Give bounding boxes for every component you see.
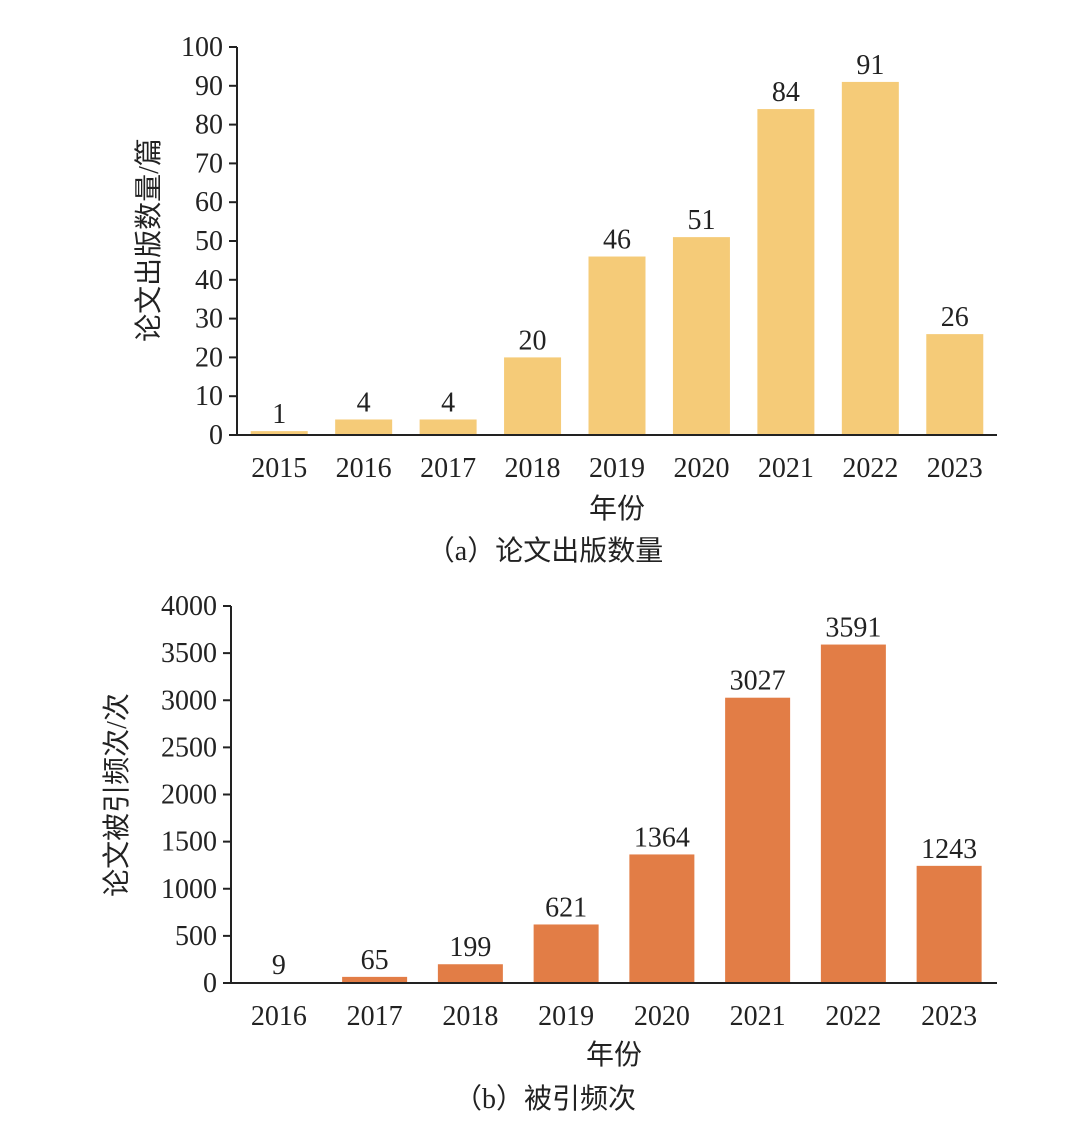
caption-b: （b）被引频次 (454, 1083, 636, 1115)
data-label-2021: 3027 (730, 666, 786, 697)
y-tick-label: 3500 (161, 638, 217, 669)
x-tick-label-2017: 2017 (347, 1001, 403, 1032)
bar-2019 (588, 256, 646, 435)
data-label-2019: 46 (603, 225, 631, 256)
x-tick-label-2015: 2015 (251, 453, 307, 484)
bar-2018 (504, 357, 562, 435)
caption-a: （a）论文出版数量 (427, 535, 663, 567)
x-tick-label-2022: 2022 (842, 453, 898, 484)
bar-2023 (926, 334, 984, 435)
data-label-2022: 91 (856, 50, 884, 81)
x-axis-title-a: 年份 (589, 493, 645, 525)
data-label-2023: 26 (941, 302, 969, 333)
x-tick-label-2020: 2020 (634, 1001, 690, 1032)
y-tick-label: 30 (195, 304, 223, 335)
y-tick-label: 2000 (161, 780, 217, 811)
data-label-2018: 20 (519, 325, 547, 356)
y-tick-label: 0 (209, 420, 223, 451)
data-label-2016: 4 (357, 387, 371, 418)
x-tick-label-2021: 2021 (730, 1001, 786, 1032)
bar-2018 (437, 964, 503, 983)
x-tick-label-2023: 2023 (927, 453, 983, 484)
y-tick-label: 50 (195, 226, 223, 257)
y-tick-label: 70 (195, 148, 223, 179)
x-tick-label-2020: 2020 (673, 453, 729, 484)
y-tick-label: 0 (203, 968, 217, 999)
data-label-2017: 65 (361, 945, 389, 976)
x-tick-label-2022: 2022 (825, 1001, 881, 1032)
y-tick-label: 100 (181, 32, 223, 63)
bar-2019 (533, 924, 599, 983)
y-axis-title-b: 论文被引频次/次 (101, 693, 133, 897)
x-tick-label-2016: 2016 (336, 453, 392, 484)
y-tick-label: 20 (195, 342, 223, 373)
data-label-2023: 1243 (921, 834, 977, 865)
y-tick-label: 80 (195, 110, 223, 141)
x-tick-label-2016: 2016 (251, 1001, 307, 1032)
bar-2015 (250, 431, 308, 435)
data-label-2015: 1 (272, 399, 286, 430)
y-tick-label: 500 (175, 921, 217, 952)
chart-citations: 论文被引频次/次 年份 （b）被引频次 9 65 199 621 1364 3027 359… (101, 591, 997, 1115)
data-label-2018: 199 (449, 932, 491, 963)
y-tick-label: 90 (195, 71, 223, 102)
y-tick-label: 1500 (161, 827, 217, 858)
bar-2017 (419, 419, 477, 435)
data-label-2020: 1364 (634, 822, 690, 853)
bar-2022 (841, 81, 899, 436)
y-tick-label: 4000 (161, 591, 217, 622)
x-tick-label-2018: 2018 (442, 1001, 498, 1032)
x-tick-label-2023: 2023 (921, 1001, 977, 1032)
bar-2023 (916, 865, 982, 983)
data-label-2016: 9 (272, 950, 286, 981)
bar-2021 (725, 697, 791, 983)
y-tick-label: 1000 (161, 874, 217, 905)
y-axis-title-a: 论文出版数量/篇 (133, 138, 165, 342)
bar-2020 (672, 237, 730, 435)
bar-2020 (629, 854, 695, 983)
y-tick-label: 60 (195, 187, 223, 218)
data-label-2019: 621 (545, 892, 587, 923)
x-axis-title-b: 年份 (586, 1039, 642, 1071)
y-tick-label: 2500 (161, 732, 217, 763)
data-label-2020: 51 (687, 205, 715, 236)
data-label-2022: 3591 (825, 613, 881, 644)
y-tick-label: 3000 (161, 685, 217, 716)
bar-2021 (757, 109, 815, 435)
data-label-2017: 4 (441, 387, 455, 418)
x-tick-label-2017: 2017 (420, 453, 476, 484)
bar-2022 (820, 644, 886, 983)
bar-2017 (342, 976, 408, 983)
y-tick-label: 10 (195, 381, 223, 412)
bar-2016 (335, 419, 393, 435)
y-tick-label: 40 (195, 265, 223, 296)
x-tick-label-2018: 2018 (505, 453, 561, 484)
x-tick-label-2021: 2021 (758, 453, 814, 484)
x-tick-label-2019: 2019 (589, 453, 645, 484)
x-tick-label-2019: 2019 (538, 1001, 594, 1032)
chart-publications: 论文出版数量/篇 年份 （a）论文出版数量 1 4 4 20 46 51 84 91 26 0 10… (133, 32, 997, 567)
data-label-2021: 84 (772, 77, 800, 108)
